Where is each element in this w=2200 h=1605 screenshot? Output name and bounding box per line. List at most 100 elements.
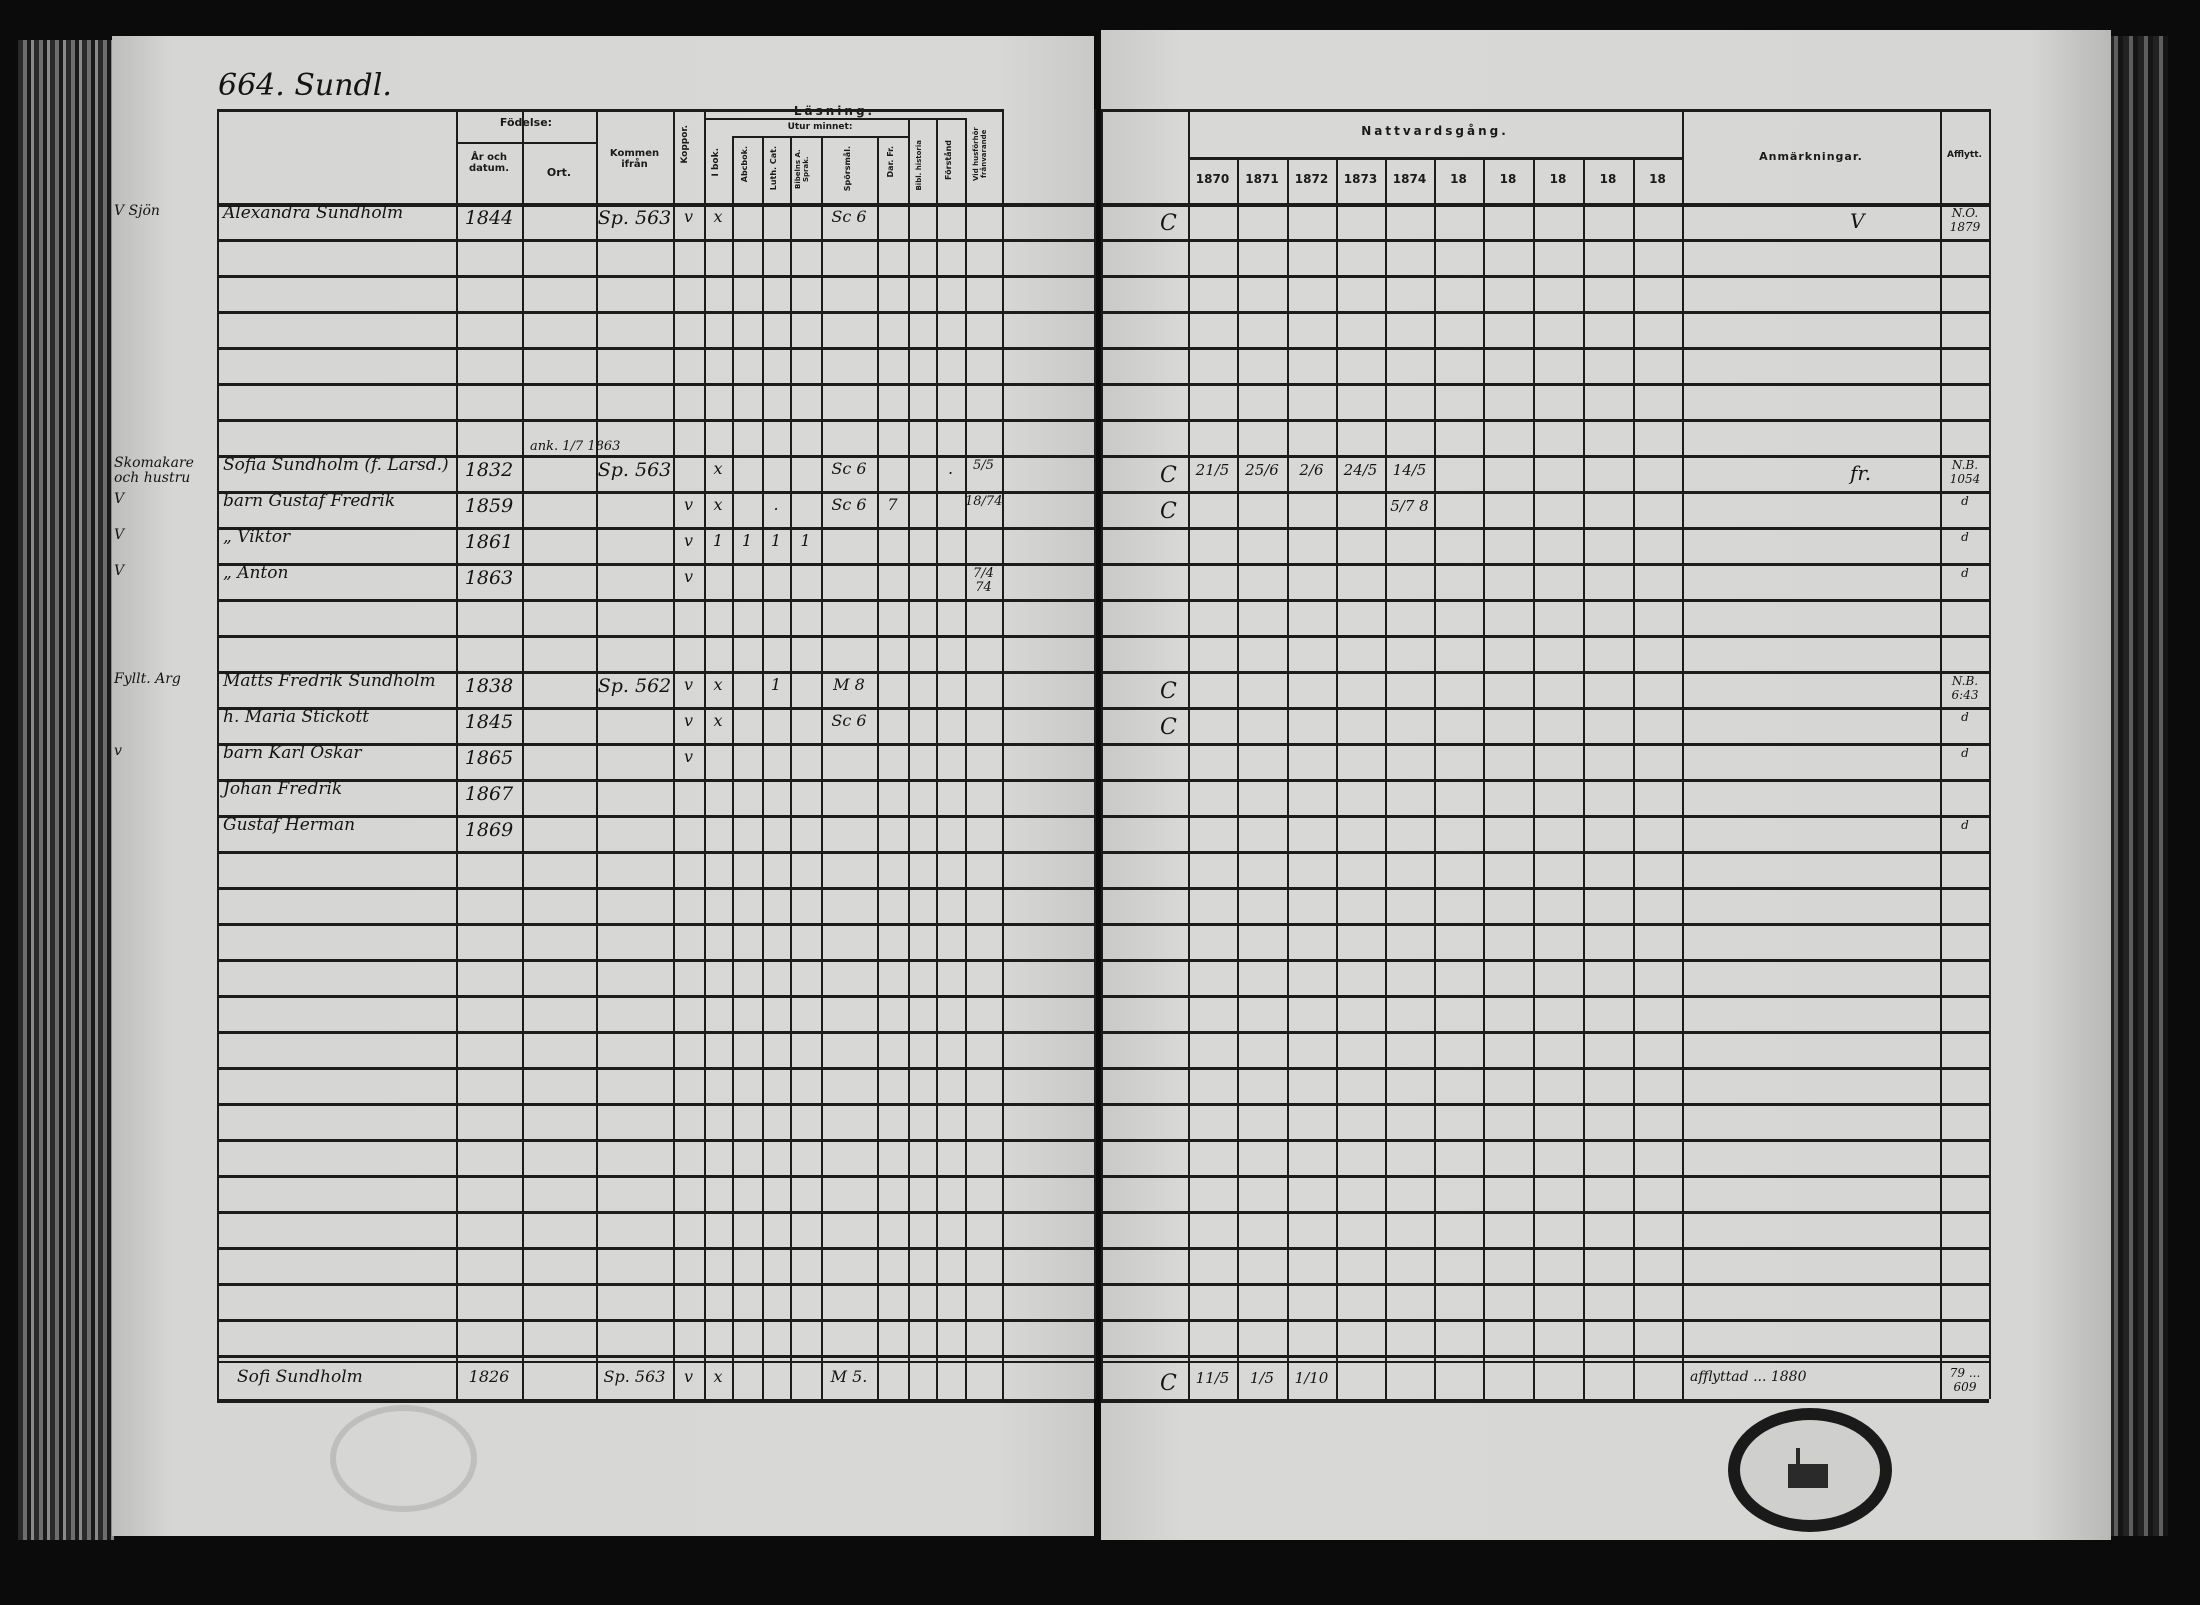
person-name: Johan Fredrik — [223, 779, 343, 799]
row-rule — [1101, 923, 1989, 926]
register-cell: 5/5 — [973, 458, 994, 473]
row-rule — [217, 1175, 1094, 1178]
row-rule — [1101, 1031, 1989, 1034]
register-cell: v — [683, 207, 694, 226]
margin-note: Fyllt. Arg — [114, 671, 181, 687]
row-rule — [1101, 1283, 1989, 1286]
register-cell: Sc 6 — [831, 711, 867, 730]
row-rule — [217, 563, 1094, 566]
page-title: 664. Sundl. — [218, 68, 392, 103]
header-ar-datum: År och datum. — [468, 152, 510, 174]
rule-line — [790, 136, 792, 1399]
row-rule — [1101, 1103, 1989, 1106]
year-column-5: 18 — [1450, 172, 1467, 186]
row-rule — [1101, 419, 1989, 422]
margin-note: V — [114, 563, 125, 579]
rule-line — [217, 1361, 1094, 1363]
row-rule — [1101, 1355, 1989, 1358]
row-rule — [1101, 1211, 1989, 1214]
row-rule — [1101, 815, 1989, 818]
register-cell: M 5. — [830, 1367, 868, 1386]
person-name: barn Gustaf Fredrik — [223, 491, 396, 511]
year-column-3: 1873 — [1343, 172, 1378, 186]
register-cell: 1 — [712, 531, 724, 550]
register-cell: 1 — [770, 531, 782, 550]
row-rule — [217, 995, 1094, 998]
register-cell: Sc 6 — [831, 207, 867, 226]
rule-line — [732, 136, 908, 138]
register-cell: 1 — [741, 531, 753, 550]
row-rule — [1101, 347, 1989, 350]
row-rule — [217, 239, 1094, 242]
afflytt-note: d — [1961, 710, 1969, 724]
row-rule — [217, 1067, 1094, 1070]
year-column-7: 18 — [1549, 172, 1567, 186]
row-rule — [1101, 275, 1989, 278]
left-page — [112, 36, 1094, 1536]
rule-line — [732, 136, 734, 1399]
rule-line — [1287, 157, 1289, 1399]
rule-line — [1483, 157, 1485, 1399]
communion-date: 11/5 — [1195, 1369, 1230, 1387]
rule-line — [877, 136, 879, 1399]
rule-line — [456, 109, 458, 1399]
row-rule — [217, 815, 1094, 818]
row-rule — [1101, 743, 1989, 746]
person-name: barn Karl Oskar — [223, 743, 362, 763]
remark: V — [1850, 209, 1865, 233]
afflytt-note: d — [1961, 494, 1969, 508]
register-cell: Sc 6 — [831, 495, 867, 514]
year-column-8: 18 — [1599, 172, 1617, 186]
communion-mark: C — [1160, 211, 1177, 236]
header-sporsmal: Spörsmål. — [843, 146, 852, 192]
register-cell: 1 — [800, 531, 811, 550]
header-bib-sprak: Bibelns A. Sprak. — [794, 149, 810, 189]
margin-note: V — [114, 491, 125, 507]
row-rule — [217, 959, 1094, 962]
register-cell: 1867 — [464, 783, 514, 805]
row-rule — [217, 311, 1094, 314]
register-cell: x — [713, 495, 723, 514]
row-rule — [1101, 959, 1989, 962]
communion-date: 1/5 — [1249, 1369, 1275, 1387]
year-column-6: 18 — [1499, 172, 1517, 186]
register-cell: . — [947, 459, 954, 478]
rule-line — [456, 142, 596, 144]
register-cell: v — [683, 711, 694, 730]
afflytt-note: 79 ... 609 — [1949, 1366, 1981, 1394]
register-cell: Sp. 563 — [597, 459, 672, 481]
row-rule — [217, 1211, 1094, 1214]
rule-line — [1633, 157, 1635, 1399]
row-rule — [217, 491, 1094, 494]
rule-line — [217, 109, 219, 1399]
row-rule — [1101, 455, 1989, 458]
person-name: Alexandra Sundholm — [223, 203, 404, 223]
register-cell: 7 — [887, 495, 898, 514]
rule-line — [1940, 109, 1942, 1399]
register-cell: v — [683, 1367, 694, 1386]
row-rule — [1101, 779, 1989, 782]
rule-line — [217, 1399, 1094, 1403]
margin-note: v — [114, 743, 122, 759]
register-cell: . — [773, 495, 779, 514]
rule-line — [1002, 109, 1004, 1399]
register-cell: 18/74 — [965, 494, 1003, 509]
rule-line — [936, 118, 938, 1399]
rule-line — [965, 118, 967, 1399]
row-rule — [1101, 1319, 1989, 1322]
row-rule — [1101, 635, 1989, 638]
register-cell: v — [683, 675, 694, 694]
remark: fr. — [1850, 461, 1872, 485]
rule-line — [1385, 157, 1387, 1399]
header-dar-fr: Dar. Fr. — [886, 146, 895, 178]
header-bottom-rule — [1101, 203, 1989, 207]
register-cell: 1861 — [464, 531, 514, 553]
row-rule — [217, 1031, 1094, 1034]
row-rule — [1101, 1139, 1989, 1142]
header-anmarkningar: Anmärkningar. — [1759, 150, 1863, 163]
row-rule — [217, 671, 1094, 674]
row-rule — [1101, 311, 1989, 314]
register-cell: 1865 — [464, 747, 514, 769]
communion-mark: C — [1160, 1371, 1177, 1396]
rule-line — [704, 109, 706, 1399]
